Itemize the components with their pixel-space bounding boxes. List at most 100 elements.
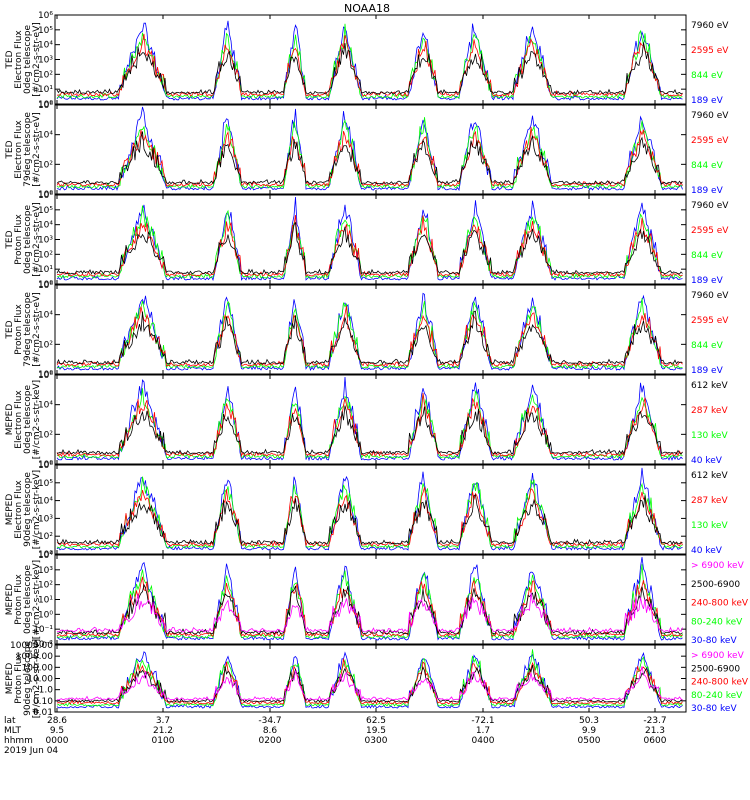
series-trace [56, 117, 683, 189]
legend-label: 40 keV [691, 456, 723, 466]
y-tick-label: 10² [38, 430, 53, 440]
legend-label: 844 eV [691, 161, 724, 171]
x-tick-value: -34.7 [258, 716, 281, 726]
legend-label: 2595 eV [691, 226, 729, 236]
y-tick-label: 10⁰ [38, 190, 53, 200]
legend-label: 612 keV [691, 471, 728, 481]
y-tick-label: 10⁴ [38, 497, 53, 507]
series-trace [56, 592, 683, 633]
y-tick-label: 10⁴ [38, 551, 53, 561]
panel-frame [54, 104, 687, 195]
y-tick-label: 10¹ [38, 596, 53, 606]
series-trace [56, 664, 683, 703]
x-tick-value: 8.6 [263, 726, 278, 736]
panel-2: 10⁰ 10² 10⁴ 10⁶ TED Electron Flux 79deg telesc… [5, 101, 729, 200]
series-trace [56, 310, 683, 365]
x-tick-value: 0200 [259, 736, 282, 746]
series-trace [56, 658, 683, 705]
series-trace [56, 221, 683, 275]
x-tick-value: 62.5 [366, 716, 386, 726]
series-trace [56, 494, 683, 546]
y-axis-label: Proton Flux [14, 653, 24, 704]
y-tick-label: 10⁶ [38, 11, 53, 21]
y-tick-label: 10⁶ [38, 371, 53, 381]
series-trace [56, 205, 683, 280]
x-tick-value: 0500 [578, 736, 601, 746]
y-tick-label: 1.0 [39, 686, 54, 696]
series-trace [56, 666, 683, 702]
y-tick-label: 10¹ [38, 85, 53, 95]
x-row-label: MLT [4, 726, 22, 736]
y-axis-label: MEPED [5, 494, 15, 526]
series-trace [56, 292, 683, 371]
y-axis-label: TED [5, 140, 15, 159]
legend-label: 189 eV [691, 186, 724, 196]
y-axis-label: 90deg telescope [23, 641, 33, 716]
y-axis-label: MEPED [5, 663, 15, 695]
y-axis-label: 0deg telescope [23, 25, 33, 95]
panel-frame [54, 374, 687, 465]
legend-label: > 6900 keV [691, 561, 745, 571]
y-tick-label: 10⁴ [38, 401, 53, 411]
y-tick-label: 10² [38, 532, 53, 542]
y-axis-label: Electron Flux [14, 120, 24, 179]
y-tick-label: 10.00 [27, 675, 53, 685]
series-trace [56, 651, 683, 709]
y-tick-label: 10⁰ [38, 280, 53, 290]
data-traces [56, 649, 683, 709]
x-tick-value: -23.7 [643, 716, 666, 726]
y-tick-label: 10⁵ [38, 206, 53, 216]
panel-frame [54, 284, 687, 375]
data-traces [56, 106, 683, 192]
y-tick-label: 10² [38, 70, 53, 80]
legend-label: 130 keV [691, 521, 728, 531]
series-trace [56, 556, 683, 641]
series-trace [56, 576, 683, 637]
y-tick-label: 10³ [38, 566, 53, 576]
y-tick-label: 10⁰ [38, 100, 53, 110]
series-trace [56, 42, 683, 95]
y-axis-label: [#/cm2-s-str-keV] [32, 380, 42, 459]
x-row-label: 2019 Jun 04 [4, 746, 58, 756]
y-axis-label: Electron Flux [14, 30, 24, 89]
legend-label: 7960 eV [691, 291, 729, 301]
legend-label: 844 eV [691, 341, 724, 351]
data-traces [56, 376, 683, 462]
y-tick-label: 10³ [38, 236, 53, 246]
series-trace [56, 131, 683, 185]
legend-label: 2595 eV [691, 136, 729, 146]
legend-label: 80-240 keV [691, 691, 743, 701]
legend-label: 287 keV [691, 406, 728, 416]
y-tick-label: 10¹ [38, 265, 53, 275]
y-axis-label: TED [5, 230, 15, 249]
y-tick-label: 10² [38, 340, 53, 350]
legend-label: 189 eV [691, 276, 724, 286]
y-axis-label: TED [5, 50, 15, 69]
x-tick-value: 0000 [46, 736, 69, 746]
y-axis-label: Proton Flux [14, 574, 24, 625]
panel-1: 10⁰ 10¹ 10² 10³ 10⁴ 10⁵ 10⁶ TED Electron Flux 0de… [5, 11, 729, 110]
y-tick-label: 10⁰ [38, 370, 53, 380]
y-axis-label: Electron Flux [14, 480, 24, 539]
series-trace [56, 564, 683, 639]
y-tick-label: 10⁶ [38, 191, 53, 201]
series-trace [56, 106, 683, 192]
data-traces [56, 20, 683, 101]
y-tick-label: 10² [38, 581, 53, 591]
legend-label: 7960 eV [691, 21, 729, 31]
y-axis-label: 0deg telescope [23, 565, 33, 635]
x-tick-value: 9.9 [582, 726, 597, 736]
chart-title: NOAA18 [344, 2, 390, 15]
x-tick-value: 28.6 [47, 716, 67, 726]
y-tick-label: 10² [38, 250, 53, 260]
x-tick-value: -72.1 [471, 716, 494, 726]
panel-4: 10⁰ 10² 10⁴ 10⁶ TED Proton Flux 79deg telescop… [5, 281, 729, 380]
panel-6: 10⁰ 10² 10³ 10⁴ 10⁵ 10⁶ MEPED Electron Flux 90de… [5, 461, 728, 560]
x-tick-value: 21.3 [645, 726, 665, 736]
y-tick-label: 10⁰ [38, 460, 53, 470]
x-row-label: lat [4, 716, 16, 726]
